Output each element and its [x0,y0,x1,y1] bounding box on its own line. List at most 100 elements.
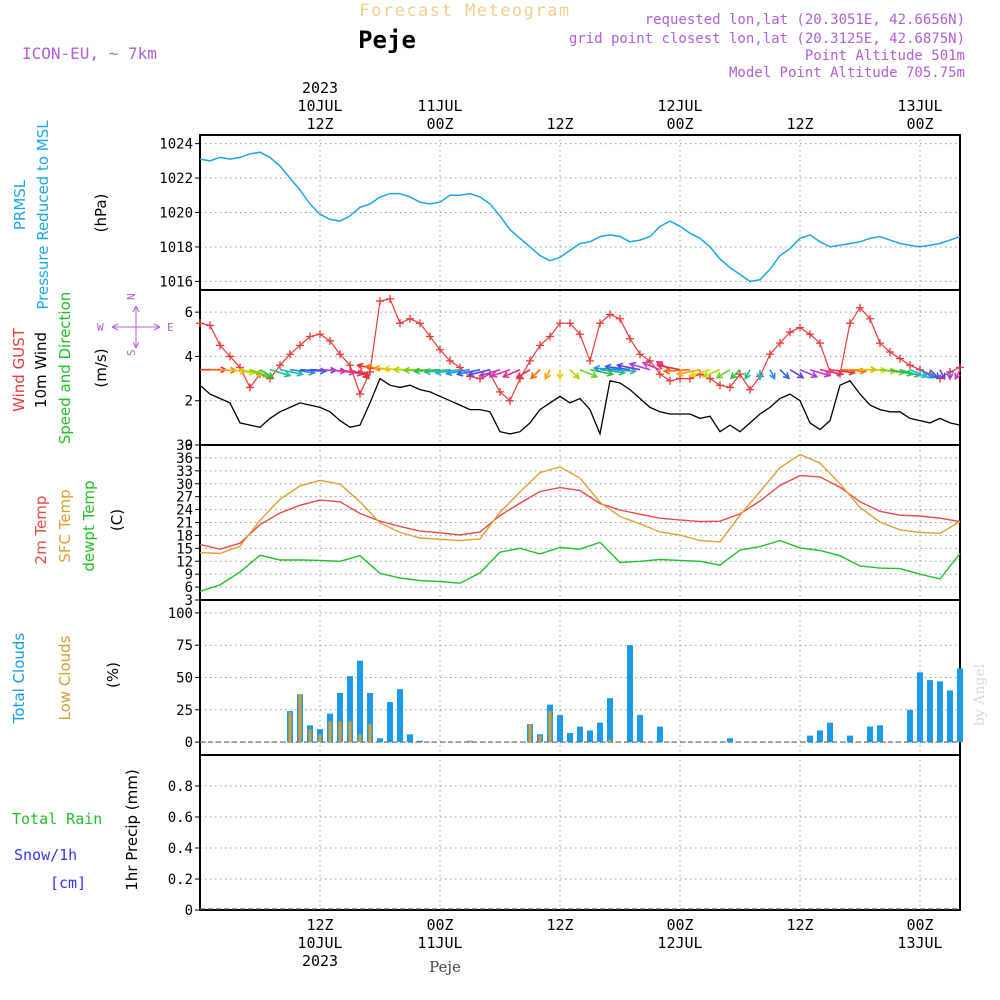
total-cloud-bar [947,690,953,743]
gust-marker [796,323,804,332]
low-cloud-bar [608,739,612,743]
gust-marker [336,350,344,359]
top-time-label: 00Z [666,115,693,133]
wind-arrow-head [363,363,372,371]
low-cloud-bar [538,735,542,743]
wind-arrow-head [954,372,961,381]
wind-arrow [929,369,940,379]
wind-arrow-head [283,370,292,378]
wind-arrow-head [478,370,487,378]
precip-panel: 0 0.2 0.4 0.6 0.8 Total Rain Snow/1h [cm] 1hr Pr… [12,754,961,919]
wind-arrow [889,368,913,376]
wind-arrow-head [556,373,564,381]
wind-arrow [569,369,580,379]
total-cloud-bar [397,689,403,743]
low-cloud-bar [338,721,342,743]
wind-arrow-head [433,368,442,376]
total-cloud-bar [957,668,963,743]
wind-panel: 0 2 4 6 Wind GUST 10m Wind Speed and Direction… [10,289,964,454]
wind-arrow-head [729,372,738,380]
wind-arrow-head [382,365,390,373]
wind-arrow [779,369,790,379]
total-cloud-bar [877,725,883,743]
clouds-panel: 0 25 50 75 100 Total Clouds Low Clouds (%) [10,599,963,756]
precip-ytick-label: 0.6 [168,810,193,826]
compass-e: E [167,321,174,334]
wind-arrow-head [603,363,612,371]
wind-10m-label: 10m Wind [32,332,50,408]
wind-arrow [809,368,831,377]
wind-arrow-head [629,367,638,375]
gust-marker [196,319,204,328]
wind-arrow [657,364,681,371]
gust-marker [276,361,284,370]
low-cloud-bar [368,724,372,743]
total-cloud-bar [577,726,583,743]
chart-title: Forecast Meteogram [359,1,570,21]
gust-marker [596,319,604,328]
total-cloud-bar [867,726,873,743]
wind-arrow [516,369,531,379]
wind-arrow-head [572,372,581,380]
pressure-label: Pressure Reduced to MSL [34,120,52,310]
temp-ytick-label: 18 [176,528,193,544]
gust-marker [386,294,394,303]
bottom-time-label: 12Z [306,916,333,934]
wind-arrow-head [490,371,498,378]
total-cloud-bar [607,698,613,743]
bottom-time-label: 00Z [906,916,933,934]
gust-marker [576,330,584,339]
pressure-ytick-label: 1020 [159,206,193,222]
gust-marker [726,383,734,392]
temp-ytick-label: 9 [185,567,193,583]
gust-marker [846,319,854,328]
wind-arrow-head [932,372,941,380]
bottom-time-label: 00Z [666,916,693,934]
wind-arrow [589,368,613,376]
wind-arrow [359,369,370,379]
wind-arrow-head [590,371,599,379]
wind-arrow-head [372,364,381,373]
header: Forecast Meteogram Peje ICON-EU, ~ 7km r… [22,1,988,976]
wind-arrow-head [615,362,624,370]
panels: 1016 1018 1020 1022 1024 PRMSL Pressure Reduce… [10,79,964,970]
pressure-line [199,151,961,283]
wind-arrow-head [628,361,637,369]
gust-marker [506,396,514,405]
bottom-time-label: 12JUL [657,934,702,952]
wind-arrow-head [455,369,464,377]
wind-arrow-head [701,371,710,379]
wind-arrow [289,368,315,374]
temp-ytick-label: 12 [176,554,193,570]
total-cloud-bar [347,676,353,743]
gust-marker [886,348,894,356]
low-cloud-bar [318,734,322,743]
wind-arrow [677,368,701,376]
top-time-label: 00Z [906,115,933,133]
total-cloud-bar [337,693,343,743]
total-cloud-bar [907,709,913,743]
compass-s: S [125,349,138,356]
top-time-label: 12Z [786,115,813,133]
bottom-time-label: 12Z [546,916,573,934]
wind-arrow-head [392,366,400,374]
temp-2m-label: 2m Temp [32,496,50,565]
total-rain-label: Total Rain [12,810,102,828]
model-altitude: Model Point Altitude 705.75m [729,65,965,81]
gust-marker [306,332,314,341]
snow-label: Snow/1h [14,846,77,864]
wind-arrow-head [529,372,538,380]
wind-arrow-head [688,370,697,378]
gust-marker [676,374,684,383]
top-time-label: 13JUL [897,97,942,115]
bottom-time-label: 11JUL [417,934,462,952]
total-cloud-bar [657,726,663,743]
bottom-time-label: 2023 [302,952,338,970]
wind-arrow-head [926,372,935,379]
location-title: Peje [358,26,416,54]
gust-marker [216,341,224,350]
clouds-ytick-label: 25 [176,703,193,719]
low-cloud-bar [358,734,362,743]
